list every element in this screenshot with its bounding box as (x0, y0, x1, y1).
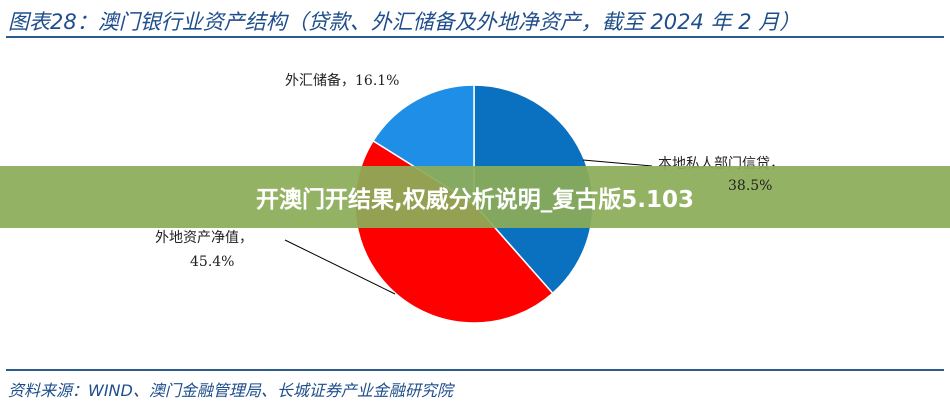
leader-line-external-assets (284, 239, 396, 295)
chart-title: 图表28：澳门银行业资产结构（贷款、外汇储备及外地净资产，截至 2024 年 2… (8, 10, 801, 34)
banner-text: 开澳门开结果,权威分析说明_复古版5.103 (256, 187, 694, 213)
footer-divider (6, 369, 944, 371)
label-fx-reserves: 外汇储备，16.1% (285, 72, 399, 89)
value-external-assets: 45.4% (190, 254, 234, 270)
leader-line-local-credit (582, 159, 653, 167)
overlay-banner: 开澳门开结果,权威分析说明_复古版5.103 (0, 166, 950, 228)
label-external-assets: 外地资产净值， (155, 230, 253, 246)
value-local-credit: 38.5% (728, 178, 773, 194)
title-divider (6, 36, 944, 38)
source-note: 资料来源：WIND、澳门金融管理局、长城证券产业金融研究院 (8, 381, 453, 400)
